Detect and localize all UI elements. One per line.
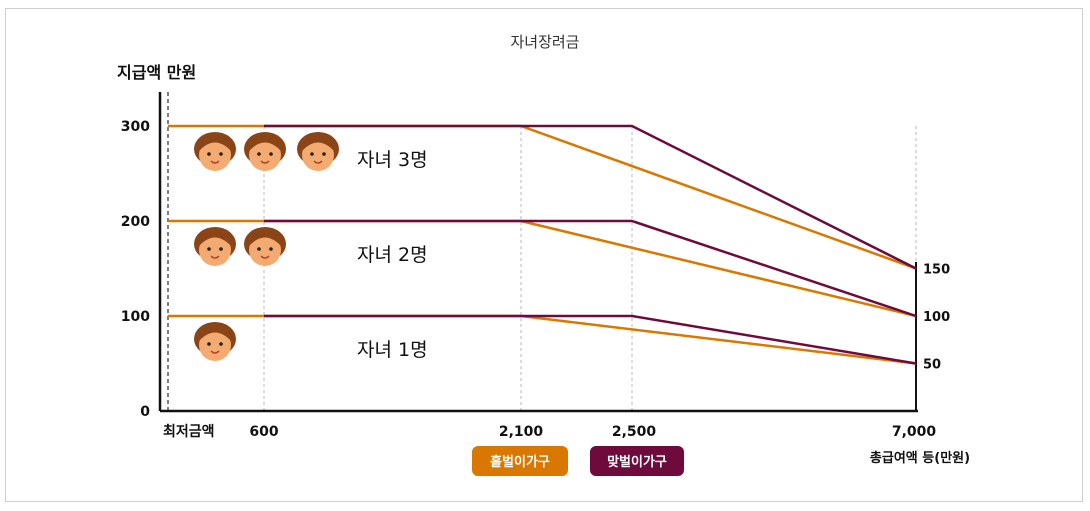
child-bangs-0-1 <box>249 135 281 151</box>
child-eye-right-2-0 <box>219 342 223 346</box>
y-tick-label-3: 300 <box>121 119 150 135</box>
right-tick-label-0: 150 <box>923 263 950 278</box>
chart-frame <box>5 8 1083 502</box>
child-mouth-2-0 <box>210 350 220 354</box>
child-count-label-1: 자녀 2명 <box>357 244 428 266</box>
x-tick-label-4: 7,000 <box>892 424 937 440</box>
right-tick-label-2: 50 <box>923 358 941 373</box>
legend-label-0: 홑벌이가구 <box>490 454 550 470</box>
y-axis-label: 지급액 만원 <box>117 63 196 82</box>
child-face-icon-0-0 <box>199 139 231 171</box>
x-axis-label: 총급여액 등(만원) <box>870 450 970 466</box>
x-tick-label-2: 2,100 <box>499 424 544 440</box>
child-eye-left-0-1 <box>257 152 261 156</box>
child-eye-right-0-0 <box>219 152 223 156</box>
child-bangs-1-1 <box>249 230 281 246</box>
child-eye-right-1-1 <box>269 247 273 251</box>
child-face-icon-0-1 <box>249 139 281 171</box>
series-line-0-2 <box>168 314 917 365</box>
legend-item-0 <box>472 446 568 476</box>
child-bangs-2-0 <box>199 325 231 341</box>
child-eye-left-0-2 <box>310 152 314 156</box>
series-line-1-1 <box>264 219 917 318</box>
right-tick-label-1: 100 <box>923 310 950 325</box>
child-count-label-0: 자녀 3명 <box>357 149 428 171</box>
child-eye-right-0-2 <box>322 152 326 156</box>
child-eye-right-1-0 <box>219 247 223 251</box>
x-tick-label-1: 600 <box>249 424 278 440</box>
child-eye-left-2-0 <box>207 342 211 346</box>
child-face-icon-2-0 <box>199 329 231 361</box>
child-mouth-0-1 <box>260 160 270 164</box>
y-tick-label-0: 0 <box>140 404 150 420</box>
y-tick-label-2: 200 <box>121 214 150 230</box>
child-bangs-0-2 <box>302 135 334 151</box>
child-bangs-0-0 <box>199 135 231 151</box>
x-tick-label-0: 최저금액 <box>163 423 215 440</box>
legend-label-1: 맞벌이가구 <box>607 454 667 470</box>
child-count-label-2: 자녀 1명 <box>357 339 428 361</box>
child-face-icon-1-1 <box>249 234 281 266</box>
child-mouth-0-2 <box>313 160 323 164</box>
x-tick-label-3: 2,500 <box>612 424 657 440</box>
child-eye-left-0-0 <box>207 152 211 156</box>
child-bangs-1-0 <box>199 230 231 246</box>
child-face-icon-1-0 <box>199 234 231 266</box>
child-mouth-1-1 <box>260 255 270 259</box>
series-line-1-0 <box>264 124 917 270</box>
child-eye-left-1-0 <box>207 247 211 251</box>
child-eye-left-1-1 <box>257 247 261 251</box>
child-mouth-1-0 <box>210 255 220 259</box>
chart-title: 자녀장려금 <box>510 33 579 51</box>
legend-item-1 <box>590 446 684 476</box>
child-mouth-0-0 <box>210 160 220 164</box>
series-line-1-2 <box>264 314 917 365</box>
child-face-icon-0-2 <box>302 139 334 171</box>
y-tick-label-1: 100 <box>121 309 150 325</box>
child-eye-right-0-1 <box>269 152 273 156</box>
